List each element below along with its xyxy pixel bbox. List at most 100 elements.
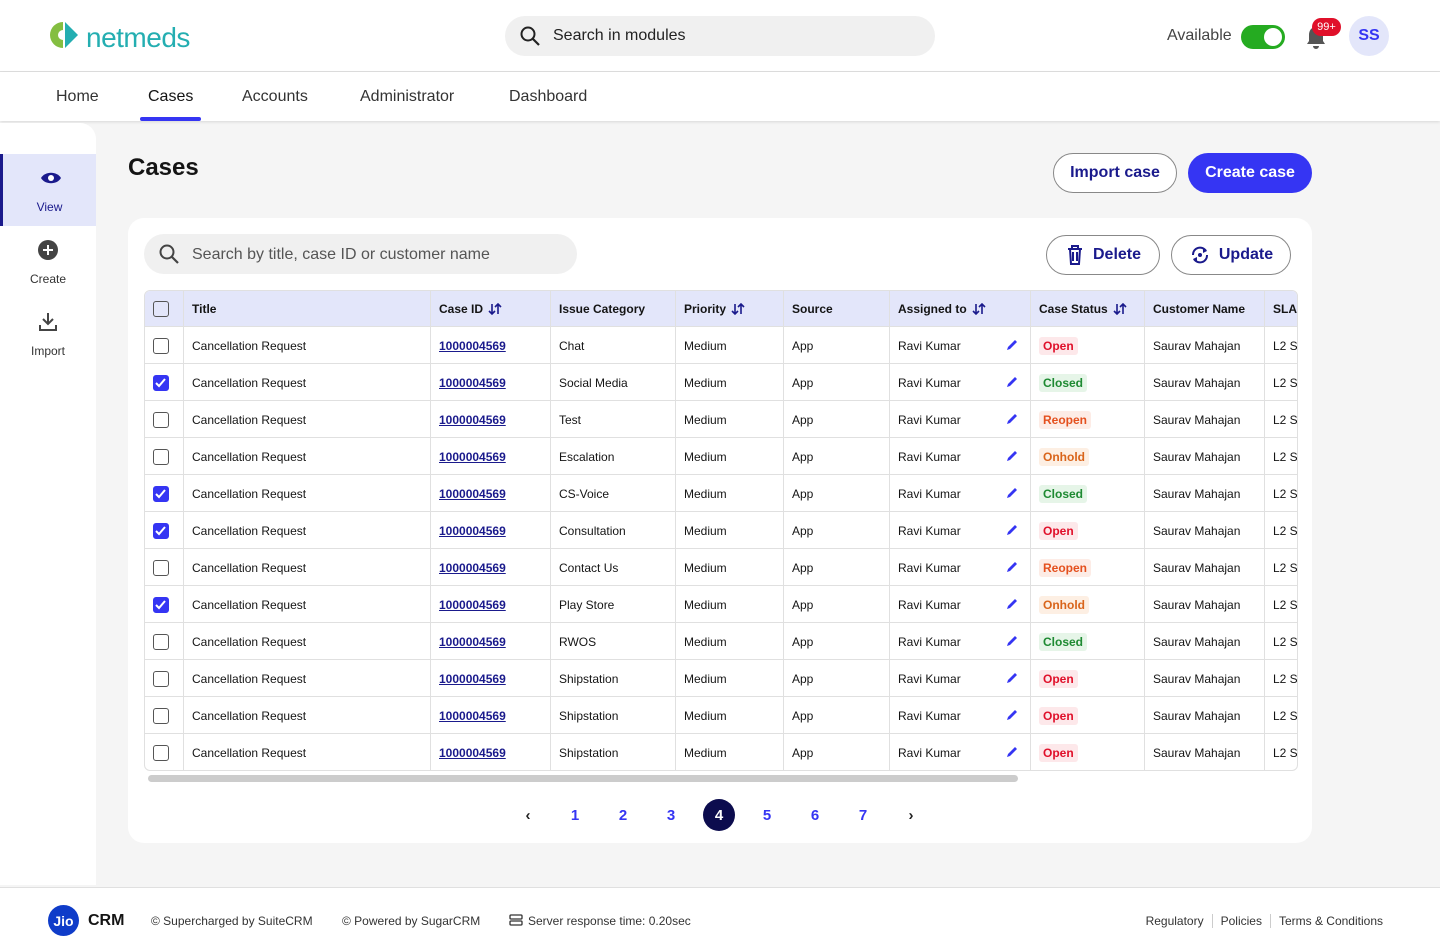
sidebar-item[interactable]: Import	[0, 298, 96, 370]
avatar[interactable]: SS	[1349, 16, 1389, 56]
column-header: SLA	[1265, 291, 1297, 327]
table-row: Cancellation Request 1000004569 Shipstatio…	[145, 697, 1297, 734]
edit-icon[interactable]	[1005, 708, 1019, 725]
checkbox[interactable]	[153, 596, 169, 613]
checkbox[interactable]	[153, 633, 169, 650]
case-id-link[interactable]: 1000004569	[439, 412, 506, 427]
page-number[interactable]: 4	[703, 799, 735, 831]
column-title: Case ID	[439, 302, 484, 316]
page-number[interactable]: 7	[858, 806, 868, 824]
cell-text: Saurav Mahajan	[1153, 671, 1241, 686]
page-number[interactable]: 5	[762, 806, 772, 824]
checkbox[interactable]	[153, 670, 169, 687]
powered-text: © Powered by SugarCRM	[342, 914, 481, 928]
footer-link[interactable]: Regulatory	[1145, 914, 1204, 928]
scrollbar	[148, 775, 1018, 782]
nav-item[interactable]: Accounts	[242, 88, 308, 105]
page-number[interactable]: 3	[666, 806, 676, 824]
checkbox[interactable]	[153, 301, 169, 317]
delete-button[interactable]: Delete	[1046, 235, 1160, 275]
table-cell: 1000004569	[431, 586, 551, 623]
edit-icon[interactable]	[1005, 560, 1019, 577]
checkbox[interactable]	[153, 522, 169, 539]
sidebar-label: Import	[30, 344, 65, 358]
table-cell: Medium	[676, 660, 784, 697]
cell-text: L2 S	[1273, 745, 1298, 760]
availability-toggle[interactable]	[1241, 25, 1285, 49]
checkbox[interactable]	[153, 374, 169, 391]
update-button[interactable]: Update	[1171, 235, 1291, 275]
edit-icon[interactable]	[1005, 597, 1019, 614]
page-number[interactable]: 6	[810, 806, 820, 824]
edit-icon[interactable]	[1005, 338, 1019, 355]
logo-text: netmeds	[86, 22, 190, 53]
edit-icon[interactable]	[1005, 671, 1019, 688]
footer-link[interactable]: Terms & Conditions	[1269, 914, 1391, 928]
edit-icon[interactable]	[1005, 523, 1019, 540]
case-id-link[interactable]: 1000004569	[439, 745, 506, 760]
select-cell	[145, 438, 184, 475]
select-cell	[145, 697, 184, 734]
cell-text: Saurav Mahajan	[1153, 338, 1241, 353]
create-case-button[interactable]: Create case	[1188, 153, 1312, 193]
search-placeholder: Search in modules	[553, 27, 686, 44]
footer-link[interactable]: Policies	[1211, 914, 1270, 928]
sidebar-item[interactable]: Create	[0, 226, 96, 298]
edit-icon[interactable]	[1005, 634, 1019, 651]
case-id-link[interactable]: 1000004569	[439, 449, 506, 464]
import-case-button[interactable]: Import case	[1053, 153, 1177, 193]
nav-item[interactable]: Dashboard	[509, 88, 588, 105]
edit-icon[interactable]	[1005, 412, 1019, 429]
edit-icon[interactable]	[1005, 375, 1019, 392]
page-number[interactable]: 1	[570, 806, 580, 824]
table-cell: 1000004569	[431, 623, 551, 660]
table-cell: Closed	[1031, 475, 1145, 512]
edit-icon[interactable]	[1005, 745, 1019, 762]
module-search[interactable]: Search in modules	[505, 16, 935, 56]
select-cell	[145, 475, 184, 512]
case-id-link[interactable]: 1000004569	[439, 671, 506, 686]
nav-item[interactable]: Home	[56, 88, 99, 105]
case-search[interactable]: Search by title, case ID or customer nam…	[144, 234, 577, 274]
select-cell	[145, 623, 184, 660]
edit-icon[interactable]	[1005, 486, 1019, 503]
table-row: Cancellation Request 1000004569 Shipstatio…	[145, 734, 1298, 770]
search-placeholder: Search by title, case ID or customer nam…	[192, 246, 490, 263]
table-cell: Closed	[1031, 623, 1145, 660]
table-cell: Saurav Mahajan	[1145, 549, 1265, 586]
case-id-link[interactable]: 1000004569	[439, 634, 506, 649]
table-cell: App	[784, 327, 890, 364]
checkbox[interactable]	[153, 559, 169, 576]
checkbox[interactable]	[153, 485, 169, 502]
sidebar-item[interactable]: View	[0, 154, 96, 226]
column-title: Priority	[684, 302, 727, 316]
cell-text: L2 S	[1273, 486, 1298, 501]
table-cell: L2 S	[1265, 327, 1297, 364]
checkbox[interactable]	[153, 411, 169, 428]
checkbox[interactable]	[153, 744, 169, 761]
table-cell: Shipstation	[551, 697, 676, 734]
case-id-link[interactable]: 1000004569	[439, 486, 506, 501]
case-id-link[interactable]: 1000004569	[439, 708, 506, 723]
page-number[interactable]: 2	[618, 806, 628, 824]
nav-item[interactable]: Cases	[148, 88, 194, 105]
select-cell	[145, 734, 184, 770]
cell-text: Medium	[684, 671, 727, 686]
checkbox[interactable]	[153, 448, 169, 465]
nav-item[interactable]: Administrator	[360, 88, 455, 105]
table-cell: Cancellation Request	[184, 475, 431, 512]
checkbox[interactable]	[153, 707, 169, 724]
prev-page[interactable]: ‹	[525, 806, 531, 824]
edit-icon[interactable]	[1005, 449, 1019, 466]
case-id-link[interactable]: 1000004569	[439, 560, 506, 575]
next-page[interactable]: ›	[908, 806, 914, 824]
case-id-link[interactable]: 1000004569	[439, 523, 506, 538]
table-row: Cancellation Request 1000004569 RWOS Medium…	[145, 623, 1297, 660]
cell-text: App	[792, 375, 814, 390]
cell-text: Cancellation Request	[192, 708, 307, 723]
select-cell	[145, 401, 184, 438]
case-id-link[interactable]: 1000004569	[439, 338, 506, 353]
checkbox[interactable]	[153, 337, 169, 354]
case-id-link[interactable]: 1000004569	[439, 597, 506, 612]
case-id-link[interactable]: 1000004569	[439, 375, 506, 390]
